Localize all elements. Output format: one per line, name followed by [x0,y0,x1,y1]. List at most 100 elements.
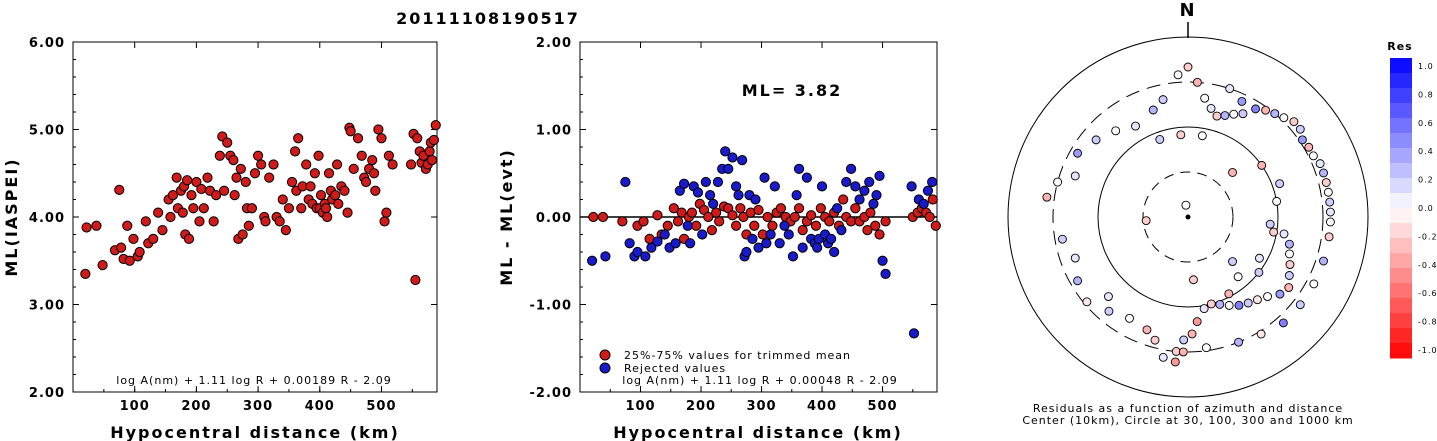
data-point [114,184,125,195]
y-tick-label: 1.00 [536,124,572,139]
x-tick-label: 100 [120,399,150,414]
data-point [183,233,195,244]
data-point [240,176,251,188]
station-residual-point [1251,104,1261,114]
data-point [824,216,835,227]
residual-vs-distance-panel: 100 200 300 400 500 -2.00 -1.00 0.00 1.00 2.00 ML… [497,36,941,441]
station-residual-point [1234,337,1244,347]
data-point [692,187,704,198]
data-point [733,190,744,201]
station-residual-point [1131,121,1140,131]
data-point [309,168,320,179]
data-point [165,211,176,223]
data-point [624,238,635,249]
colorbar-tick-label: 0.0 [1418,204,1434,213]
data-point [708,198,719,209]
y-tick-label: 3.00 [29,299,65,314]
data-point [368,168,380,179]
data-point [753,242,764,253]
figure-title: 20111108190517 [396,9,580,28]
data-point [182,175,193,186]
data-point [290,146,301,157]
station-residual-point [1238,109,1248,119]
data-point [348,163,359,174]
data-point [188,203,199,214]
data-point [706,225,718,236]
data-point [424,146,435,157]
data-point [918,198,929,209]
data-point [277,194,288,205]
data-point [652,210,663,221]
station-residual-point [1053,177,1063,187]
data-point [426,155,438,166]
ring-100km [1097,126,1279,308]
data-point [826,233,837,244]
data-point [342,207,353,218]
data-point [672,216,684,227]
data-point [686,207,698,218]
north-label: N [1179,0,1196,21]
data-point [315,190,327,201]
data-point [922,185,934,196]
colorbar-tick-label: 1.0 [1418,62,1434,71]
polar-caption-line1: Residuals as a function of azimuth and d… [1033,402,1343,415]
data-point [620,176,631,188]
data-point [747,233,758,244]
data-point [640,251,651,262]
data-point [597,211,609,223]
data-point [704,190,716,201]
station-residual-point [1142,325,1152,335]
station-residual-point [1261,105,1271,115]
data-point [761,238,772,249]
station-residual-point [1295,124,1305,134]
station-residual-point [1324,232,1334,242]
station-residual-point [1070,171,1080,181]
azimuth-residual-polar-plot: N Residuals as a function of azimuth and… [1007,0,1369,427]
data-point [237,229,248,240]
data-point [196,183,207,195]
station-residual-point [1323,187,1333,197]
data-point [906,181,917,192]
data-point [662,220,673,231]
data-point [283,203,295,214]
colorbar-tick-label: -0.8 [1418,318,1437,327]
data-point [296,203,307,214]
data-point [874,229,885,240]
data-point [765,229,776,240]
station-residual-point [1270,109,1280,119]
data-point [323,168,335,179]
y-tick-label: 0.00 [536,211,572,226]
data-point [841,176,852,188]
data-point [339,185,350,196]
station-residual-point [1224,289,1234,299]
data-point [775,203,786,214]
station-residual-point [1308,151,1318,161]
data-point [787,251,799,262]
station-residual-point [1275,179,1285,189]
station-residual-point [1297,135,1307,145]
data-point [293,133,304,144]
colorbar-swatch [1390,58,1412,74]
data-point [387,159,398,170]
data-point [381,207,392,218]
formula-annotation: log A(nm) + 1.11 log R + 0.00048 R - 2.0… [622,374,897,387]
station-residual-point [1284,239,1294,249]
data-point [793,203,805,214]
station-residual-point [1220,111,1230,120]
ring-30km [1142,171,1234,263]
data-point [177,207,188,218]
data-point [428,134,440,146]
station-residual-point [1265,219,1275,229]
colorbar-tick-label: -0.2 [1418,232,1437,241]
data-point [927,194,938,205]
colorbar-swatch [1390,193,1412,209]
data-points [80,120,441,286]
data-point [791,190,802,201]
data-point [313,150,324,161]
data-point [124,255,135,266]
legend-red-marker [599,349,611,361]
colorbar-swatch [1390,73,1412,89]
data-point [810,220,822,231]
data-point [587,255,598,266]
